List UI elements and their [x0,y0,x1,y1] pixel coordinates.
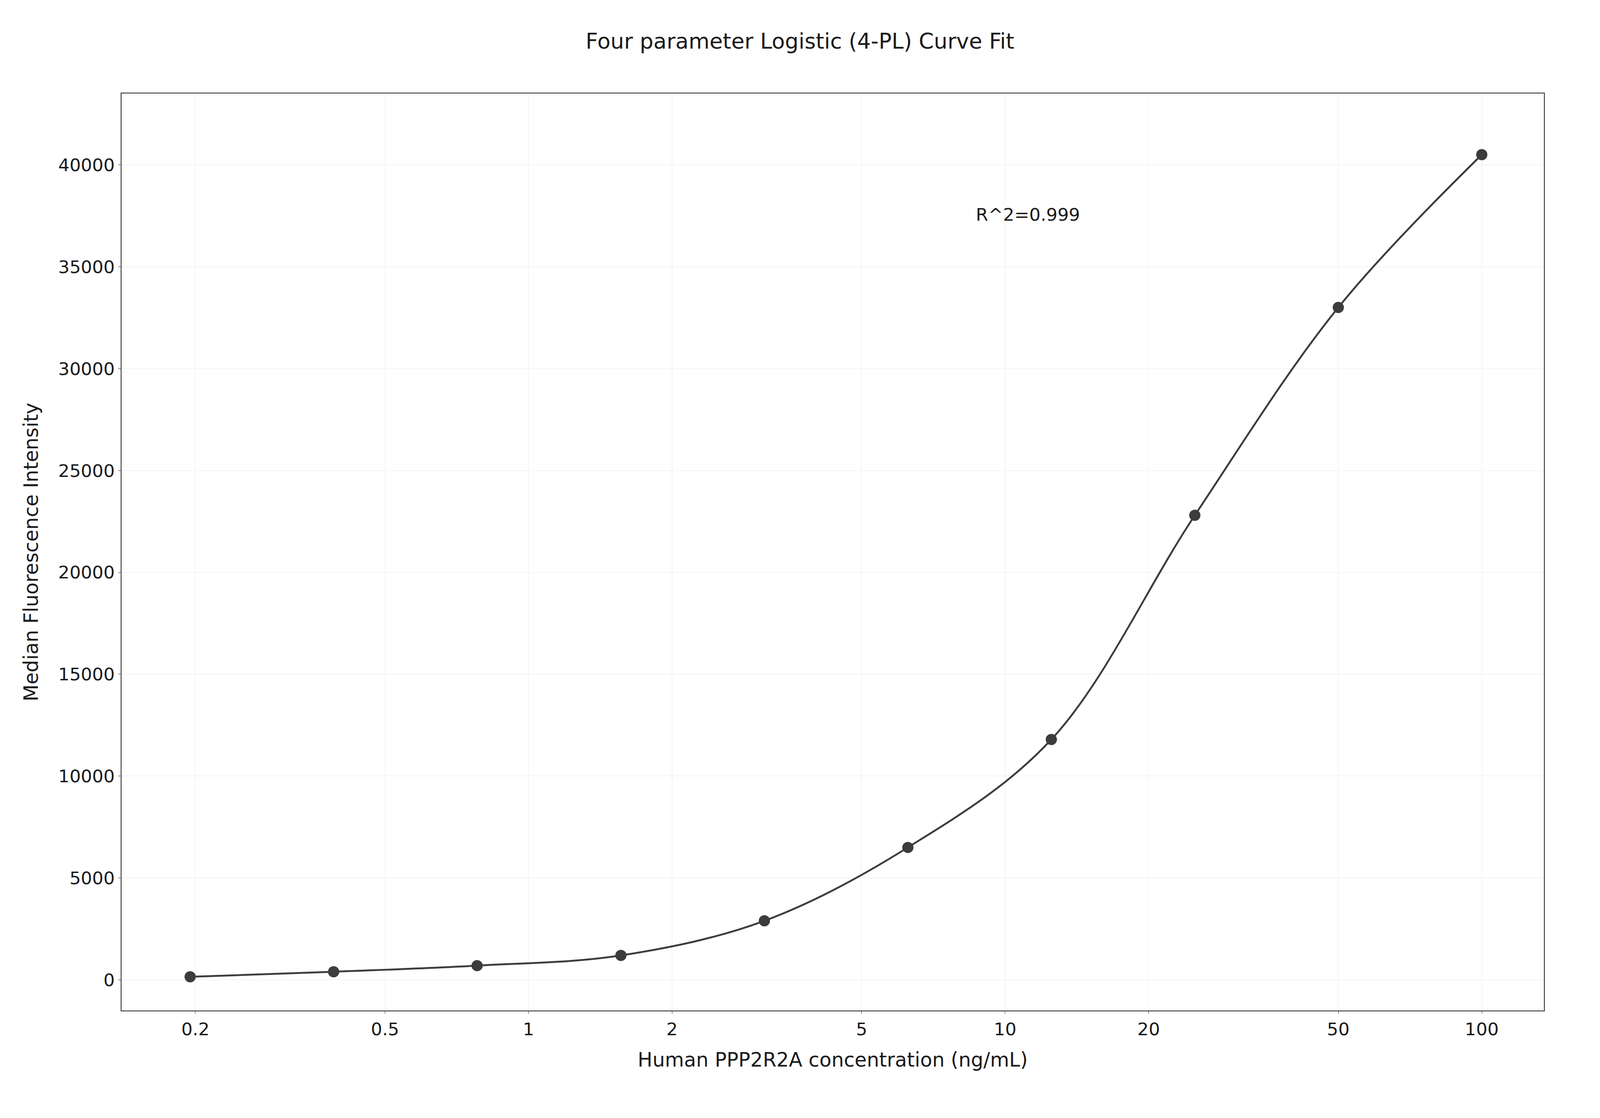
svg-text:20: 20 [1137,1018,1160,1040]
svg-text:50: 50 [1326,1018,1350,1040]
svg-text:10: 10 [994,1018,1017,1040]
svg-text:R^2=0.999: R^2=0.999 [975,204,1081,225]
svg-text:0.2: 0.2 [181,1018,210,1040]
svg-text:0: 0 [103,969,115,991]
svg-text:40000: 40000 [58,154,116,176]
svg-text:25000: 25000 [58,460,116,481]
svg-text:30000: 30000 [58,358,116,380]
svg-text:15000: 15000 [58,663,116,685]
svg-text:10000: 10000 [58,765,116,787]
svg-text:Human PPP2R2A concentration (n: Human PPP2R2A concentration (ng/mL) [637,1048,1028,1072]
svg-text:1: 1 [522,1018,534,1040]
svg-text:35000: 35000 [58,256,116,278]
svg-text:0.5: 0.5 [370,1018,399,1040]
svg-text:100: 100 [1464,1018,1500,1040]
svg-text:5: 5 [856,1018,868,1040]
svg-text:Median Fluorescence Intensity: Median Fluorescence Intensity [19,402,43,702]
svg-text:Four parameter Logistic (4-PL): Four parameter Logistic (4-PL) Curve Fit [585,28,1015,54]
svg-text:20000: 20000 [58,562,116,583]
svg-text:2: 2 [666,1018,678,1040]
svg-text:5000: 5000 [69,867,116,889]
